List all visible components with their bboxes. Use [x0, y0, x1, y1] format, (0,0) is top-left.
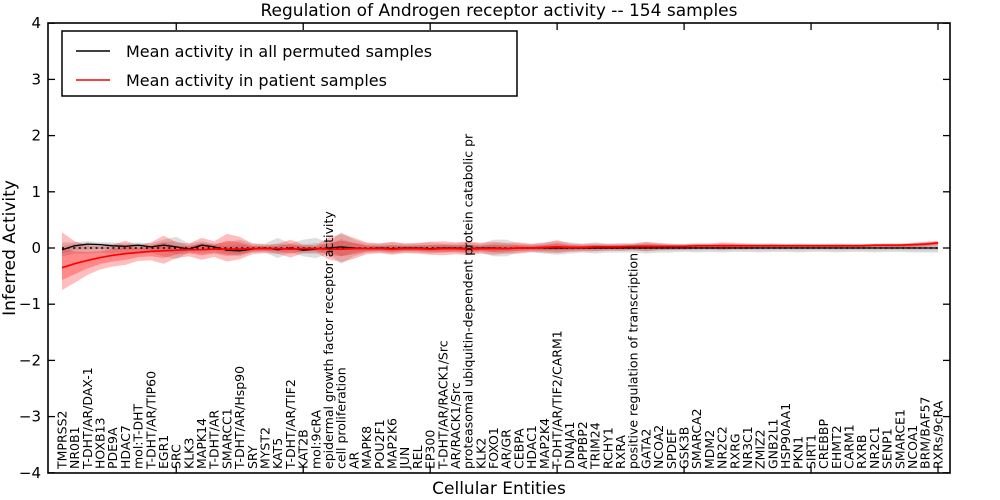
- x-tick-label: PKN1: [791, 436, 806, 469]
- x-tick-label: RXRs/9cRA: [930, 400, 945, 469]
- x-tick-label: SRC: [169, 444, 184, 469]
- x-tick-label: NR2C2: [715, 426, 730, 469]
- x-tick-label: T-DHT/AR/Hsp90: [232, 366, 247, 470]
- x-tick-label: NR0B1: [67, 426, 82, 469]
- x-tick-label: RCHY1: [600, 427, 615, 469]
- y-tick-label: 2: [31, 127, 41, 145]
- patient-band-outer: [62, 232, 938, 291]
- x-tick-label: MAP2K4: [537, 418, 552, 469]
- x-tick-label: RXRB: [854, 434, 869, 469]
- x-tick-label: AR/GR: [499, 429, 514, 469]
- x-tick-label: PDE9A: [105, 427, 120, 469]
- chart-title: Regulation of Androgen receptor activity…: [261, 1, 738, 21]
- x-tick-label: MYST2: [257, 427, 272, 469]
- x-tick-label: KAT2B: [296, 429, 311, 469]
- y-tick-label: −1: [19, 295, 41, 313]
- x-tick-label: MAPK14: [194, 418, 209, 469]
- x-tick-label: SMARCE1: [892, 409, 907, 469]
- patient-band-inner: [62, 240, 938, 280]
- x-tick-label: AR: [346, 451, 361, 469]
- x-tick-label: DNAJA1: [562, 422, 577, 470]
- x-tick-label: RXRA: [613, 435, 628, 469]
- x-tick-label: MAPK8: [359, 426, 374, 469]
- x-tick-label: JUN: [397, 447, 412, 470]
- legend-box: [61, 30, 518, 97]
- x-tick-label: MAP2K6: [384, 418, 399, 469]
- x-tick-label: T-DHT/AR/TIP60: [143, 371, 158, 470]
- x-tick-label: CREBBP: [816, 419, 831, 469]
- x-tick-label: EP300: [423, 430, 438, 469]
- y-tick-label: 0: [31, 239, 41, 257]
- x-tick-label: POU2F1: [372, 419, 387, 469]
- x-tick-label: NCOA1: [905, 425, 920, 469]
- x-tick-label: EHMT2: [829, 425, 844, 469]
- x-tick-label: GATA2: [638, 429, 653, 469]
- legend-permuted-label: Mean activity in all permuted samples: [126, 42, 432, 61]
- x-tick-label: cell proliferation: [334, 367, 349, 469]
- plot-border: [47, 22, 951, 474]
- x-tick-label: NR3C1: [740, 426, 755, 469]
- x-tick-label: REL: [410, 445, 425, 469]
- x-tick-label: MDM2: [702, 430, 717, 469]
- x-tick-label: positive regulation of transcription: [626, 253, 641, 469]
- x-tick-label: TRIM24: [588, 422, 603, 470]
- x-tick-label: NR2C1: [867, 426, 882, 469]
- x-tick-label: proteasomal ubiquitin-dependent protein …: [461, 133, 476, 469]
- x-tick-label: mol:T-DHT: [131, 403, 146, 469]
- x-tick-label: HDAC7: [118, 425, 133, 469]
- legend: Mean activity in all permuted samples Me…: [61, 30, 518, 97]
- x-tick-label: EGR1: [156, 435, 171, 469]
- y-tick-label: 3: [31, 70, 41, 88]
- x-tick-label: KLK3: [181, 438, 196, 469]
- x-tick-label: T-DHT/AR: [207, 410, 222, 470]
- x-tick-label: KLK2: [473, 438, 488, 469]
- x-tick-label: ZMIZ2: [753, 429, 768, 469]
- x-tick-label: GSK3B: [676, 427, 691, 469]
- x-tick-label: TMPRSS2: [54, 411, 69, 470]
- x-tick-label: APPBP2: [575, 421, 590, 469]
- x-tick-label: HDAC1: [524, 425, 539, 469]
- y-tick-label: 1: [31, 183, 41, 201]
- y-tick-label: −2: [19, 351, 41, 369]
- x-tick-label: T-DHT/AR/DAX-1: [80, 367, 95, 470]
- x-tick-label: AR/RACK1/Src: [448, 382, 463, 469]
- y-tick-label: −4: [19, 464, 41, 482]
- x-tick-label: T-DHT/AR/RACK1/Src: [435, 340, 450, 470]
- x-tick-label: CARM1: [841, 424, 856, 469]
- x-tick-label: T-DHT/AR/TIF2/CARM1: [549, 330, 564, 470]
- x-tick-label: SIRT1: [803, 434, 818, 469]
- x-tick-label: SMARCA2: [689, 408, 704, 469]
- x-axis-title: Cellular Entities: [432, 479, 566, 499]
- x-tick-label: HOXB13: [92, 418, 107, 469]
- x-tick-label: NCOA2: [651, 425, 666, 469]
- x-tick-label: SENP1: [880, 428, 895, 469]
- x-tick-label: SRY: [245, 445, 260, 469]
- x-tick-label: CEBPA: [511, 428, 526, 469]
- x-tick-label: T-DHT/AR/TIF2: [283, 379, 298, 470]
- x-tick-label: KAT5: [270, 438, 285, 469]
- y-axis-title: Inferred Activity: [0, 180, 20, 316]
- patient-mean-line: [61, 242, 939, 269]
- x-tick-label: GNB2L1: [765, 419, 780, 469]
- legend-patient-label: Mean activity in patient samples: [126, 71, 387, 90]
- x-tick-label: epidermal growth factor receptor activit…: [321, 211, 336, 469]
- x-tick-label: FOXO1: [486, 427, 501, 469]
- y-tick-label: −3: [19, 408, 41, 426]
- y-tick-label: 4: [31, 14, 41, 32]
- x-tick-label: RXRG: [727, 433, 742, 469]
- x-tick-label: SMARCC1: [219, 408, 234, 469]
- x-tick-label: SPDEF: [664, 429, 679, 469]
- plot-area: 43210−1−2−3−4TMPRSS2NR0B1T-DHT/AR/DAX-1H…: [19, 14, 950, 482]
- x-tick-label: HSP90AA1: [778, 403, 793, 469]
- x-tick-label: BRM/BAF57: [918, 397, 933, 469]
- x-tick-label: mol:9cRA: [308, 409, 323, 469]
